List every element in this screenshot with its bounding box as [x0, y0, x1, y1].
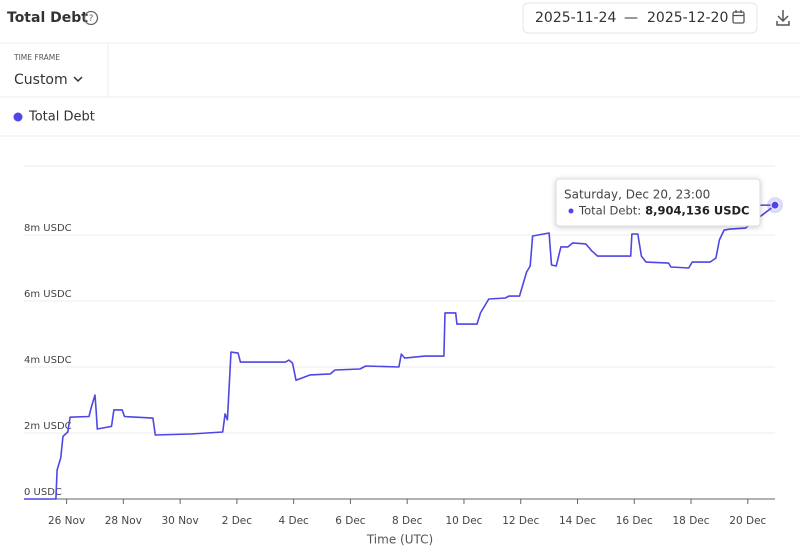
date-range-picker[interactable]	[522, 2, 758, 34]
calendar-icon[interactable]	[732, 10, 745, 24]
timeframe-select[interactable]: Custom	[14, 72, 68, 88]
y-tick-label: 6m USDC	[24, 289, 72, 300]
legend-label[interactable]: Total Debt	[28, 110, 95, 125]
data-line	[24, 204, 776, 500]
start-date[interactable]: 2025-11-24	[535, 10, 616, 26]
x-tick-label: 28 Nov	[105, 515, 142, 527]
x-tick-label: 8 Dec	[392, 515, 423, 527]
page-title: Total Debt	[7, 10, 88, 26]
x-tick-label: 26 Nov	[48, 515, 85, 527]
x-tick-label: 4 Dec	[278, 515, 309, 527]
x-tick-label: 16 Dec	[616, 515, 653, 527]
x-tick-label: 10 Dec	[445, 515, 482, 527]
x-tick-label: 2 Dec	[222, 515, 253, 527]
dropdown-chevron[interactable]	[73, 76, 83, 83]
x-tick-label: 14 Dec	[559, 515, 596, 527]
help-icon[interactable]: ?	[83, 10, 99, 26]
tooltip-box	[555, 178, 761, 227]
end-date[interactable]: 2025-12-20	[647, 10, 728, 26]
tooltip-value: 8,904,136 USDC	[645, 204, 749, 218]
x-axis-label: Time (UTC)	[366, 533, 433, 547]
hover-point	[770, 200, 780, 210]
date-separator: —	[624, 10, 638, 26]
y-tick-label: 2m USDC	[24, 421, 72, 432]
legend-swatch	[13, 112, 23, 122]
y-tick-label: 8m USDC	[24, 223, 72, 234]
tooltip-swatch	[568, 208, 574, 214]
x-tick-label: 30 Nov	[162, 515, 199, 527]
x-tick-label: 12 Dec	[502, 515, 539, 527]
download-icon[interactable]	[776, 10, 790, 26]
plot: 0 USDC 2m USDC 4m USDC 6m USDC 8m USDC 26 Nov…	[24, 165, 783, 527]
y-tick-label: 0 USDC	[24, 487, 62, 498]
svg-text:?: ?	[89, 14, 94, 24]
x-tick-label: 20 Dec	[729, 515, 766, 527]
x-tick-label: 18 Dec	[673, 515, 710, 527]
tooltip-label: Total Debt:	[578, 204, 641, 218]
tooltip: Saturday, Dec 20, 23:00 Total Debt: 8,904,…	[555, 178, 761, 227]
x-tick-label: 6 Dec	[335, 515, 366, 527]
tooltip-title: Saturday, Dec 20, 23:00	[564, 188, 710, 202]
timeframe-label: TIME FRAME	[13, 53, 60, 62]
y-tick-label: 4m USDC	[24, 355, 72, 366]
